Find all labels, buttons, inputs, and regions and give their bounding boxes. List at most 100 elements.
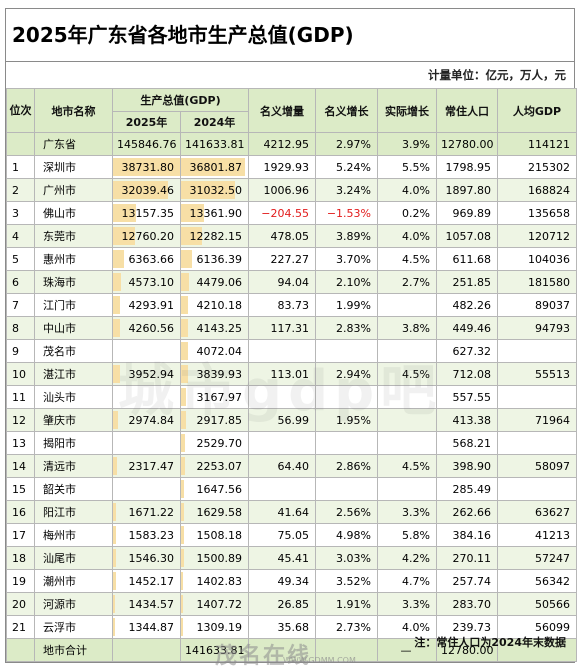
gdp-bar <box>181 572 184 590</box>
table-row: 20 河源市 1434.57 1407.72 26.85 1.91% 3.3% 283.70 5… <box>6 592 577 616</box>
row-gdp2025-value: 1671.22 <box>128 505 175 519</box>
row-city: 茂名市 <box>34 339 113 363</box>
row-nominal-growth: −1.53% <box>315 201 378 225</box>
table-row: 13 揭阳市 2529.70 568.21 <box>6 431 577 455</box>
row-rank: 19 <box>6 569 35 593</box>
row-per-capita: 58097 <box>497 454 577 478</box>
row-nominal-growth <box>315 339 378 363</box>
row-gdp2025: 4573.10 <box>112 270 181 294</box>
row-real-growth <box>377 408 437 432</box>
gdp-bar <box>181 273 189 291</box>
gdp-bar <box>181 457 185 475</box>
gdp-bar <box>181 158 245 176</box>
row-nominal-growth: 4.98% <box>315 523 378 547</box>
table-row: 4 东莞市 12760.20 12282.15 478.05 3.89% 4.0% 1057.… <box>6 224 577 248</box>
row-gdp2024: 4072.04 <box>180 339 249 363</box>
row-rank: 13 <box>6 431 35 455</box>
row-rank: 20 <box>6 592 35 616</box>
header-row: 位次 地市名称 生产总值(GDP) 名义增量 名义增长 实际增长 常住人口 人均… <box>6 88 577 133</box>
row-gdp2024: 12282.15 <box>180 224 249 248</box>
header-city: 地市名称 <box>34 88 113 133</box>
row-rank: 11 <box>6 385 35 409</box>
gdp-bar <box>181 549 184 567</box>
row-per-capita: 89037 <box>497 293 577 317</box>
gdp-report-page: 2025年广东省各地市生产总值(GDP) 计量单位：亿元，万人，元 位次 地市名… <box>5 8 577 663</box>
province-nominal: 2.97% <box>315 132 378 156</box>
row-real-growth: 3.3% <box>377 592 437 616</box>
row-gdp2024-value: 12282.15 <box>189 229 243 243</box>
row-city: 清远市 <box>34 454 113 478</box>
row-rank: 21 <box>6 615 35 639</box>
row-gdp2024: 3839.93 <box>180 362 249 386</box>
table-row: 8 中山市 4260.56 4143.25 117.31 2.83% 3.8% 449.46 9… <box>6 316 577 340</box>
row-rank: 1 <box>6 155 35 179</box>
row-gdp2024-value: 1309.19 <box>196 620 243 634</box>
row-per-capita: 94793 <box>497 316 577 340</box>
table-row: 17 梅州市 1583.23 1508.18 75.05 4.98% 5.8% 384.16 4… <box>6 523 577 547</box>
row-nominal-growth: 1.91% <box>315 592 378 616</box>
row-increase: −204.55 <box>248 201 316 225</box>
header-subrow: 2025年 2024年 <box>7 111 577 133</box>
row-population: 251.85 <box>436 270 498 294</box>
row-increase <box>248 339 316 363</box>
row-gdp2025: 1434.57 <box>112 592 181 616</box>
row-gdp2024-value: 4072.04 <box>196 344 243 358</box>
province-real: 3.9% <box>377 132 437 156</box>
row-gdp2025-value: 4293.91 <box>128 298 175 312</box>
row-nominal-growth: 3.89% <box>315 224 378 248</box>
row-gdp2024-value: 3839.93 <box>196 367 243 381</box>
row-nominal-growth: 3.24% <box>315 178 378 202</box>
row-per-capita <box>497 385 577 409</box>
gdp-bar <box>113 549 116 567</box>
gdp-bar <box>181 250 192 268</box>
row-real-growth <box>377 385 437 409</box>
gdp-bar <box>113 250 124 268</box>
row-gdp2025: 4293.91 <box>112 293 181 317</box>
row-city: 肇庆市 <box>34 408 113 432</box>
row-gdp2025: 1583.23 <box>112 523 181 547</box>
row-increase: 45.41 <box>248 546 316 570</box>
row-rank: 12 <box>6 408 35 432</box>
row-city: 东莞市 <box>34 224 113 248</box>
row-city: 珠海市 <box>34 270 113 294</box>
row-population: 283.70 <box>436 592 498 616</box>
row-city: 佛山市 <box>34 201 113 225</box>
gdp-bar <box>113 595 116 613</box>
row-gdp2025-value: 1344.87 <box>128 620 175 634</box>
province-increase: 4212.95 <box>248 132 316 156</box>
row-gdp2024: 4479.06 <box>180 270 249 294</box>
row-nominal-growth: 2.86% <box>315 454 378 478</box>
row-population: 257.74 <box>436 569 498 593</box>
header-population: 常住人口 <box>436 88 498 133</box>
row-gdp2024: 2529.70 <box>180 431 249 455</box>
row-real-growth: 5.5% <box>377 155 437 179</box>
row-gdp2024-value: 3167.97 <box>196 390 243 404</box>
row-gdp2025: 12760.20 <box>112 224 181 248</box>
row-population: 239.73 <box>436 615 498 639</box>
row-city: 江门市 <box>34 293 113 317</box>
row-real-growth: 5.8% <box>377 523 437 547</box>
row-gdp2025: 1546.30 <box>112 546 181 570</box>
row-rank: 10 <box>6 362 35 386</box>
row-gdp2024-value: 31032.50 <box>189 183 243 197</box>
row-per-capita: 57247 <box>497 546 577 570</box>
row-increase: 49.34 <box>248 569 316 593</box>
row-real-growth: 4.5% <box>377 454 437 478</box>
row-increase <box>248 477 316 501</box>
table-row: 7 江门市 4293.91 4210.18 83.73 1.99% 482.26 89037 <box>6 293 577 317</box>
row-real-growth: 3.3% <box>377 500 437 524</box>
row-city: 潮州市 <box>34 569 113 593</box>
row-rank: 4 <box>6 224 35 248</box>
row-real-growth <box>377 339 437 363</box>
gdp-bar <box>181 319 189 337</box>
row-per-capita: 55513 <box>497 362 577 386</box>
row-gdp2024: 6136.39 <box>180 247 249 271</box>
row-per-capita: 56342 <box>497 569 577 593</box>
gdp-bar <box>113 296 121 314</box>
table-row: 5 惠州市 6363.66 6136.39 227.27 3.70% 4.5% 611.68 1… <box>6 247 577 271</box>
row-real-growth: 4.7% <box>377 569 437 593</box>
gdp-bar <box>113 204 136 222</box>
row-nominal-growth: 2.10% <box>315 270 378 294</box>
row-nominal-growth: 1.95% <box>315 408 378 432</box>
row-city: 揭阳市 <box>34 431 113 455</box>
